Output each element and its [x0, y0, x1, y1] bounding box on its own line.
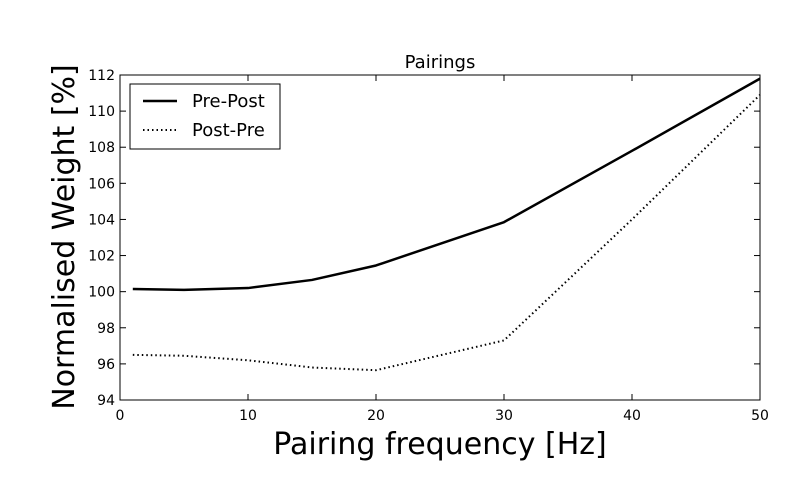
- series-line-pre-post: [132, 77, 761, 292]
- x-tick-label: 50: [751, 408, 769, 424]
- x-tick-label: 30: [495, 408, 513, 424]
- legend: Pre-Post Post-Pre: [129, 83, 281, 150]
- y-tick-label: 104: [88, 212, 115, 228]
- axes-frame-layer: [119, 74, 761, 401]
- x-axis-label: Pairing frequency [Hz]: [273, 427, 606, 462]
- x-tick-label: 20: [367, 408, 385, 424]
- series-line-post-pre: [132, 94, 761, 372]
- y-tick-label: 96: [97, 357, 115, 373]
- y-tick-label: 110: [88, 104, 115, 120]
- y-tick-label: 94: [97, 393, 115, 409]
- y-tick-label: 100: [88, 285, 115, 301]
- y-axis-label: Normalised Weight [%]: [47, 64, 82, 410]
- series-layer: [132, 77, 761, 372]
- x-tick-label: 40: [623, 408, 641, 424]
- axes-frame: [119, 74, 761, 401]
- legend-box: [129, 83, 281, 150]
- tick-layer: 0 10 20 30 40 50 94 96 98 100 102 104 106 108 110 112: [88, 68, 769, 424]
- y-tick-label: 98: [97, 321, 115, 337]
- y-tick-label: 106: [88, 176, 115, 192]
- legend-label-pre-post: Pre-Post: [192, 91, 265, 112]
- y-tick-label: 108: [88, 140, 115, 156]
- x-tick-label: 0: [116, 408, 125, 424]
- y-tick-label: 112: [88, 68, 115, 84]
- y-tick-label: 102: [88, 249, 115, 265]
- legend-label-post-pre: Post-Pre: [192, 120, 265, 141]
- chart-title: Pairings: [405, 52, 476, 73]
- x-tick-label: 10: [239, 408, 257, 424]
